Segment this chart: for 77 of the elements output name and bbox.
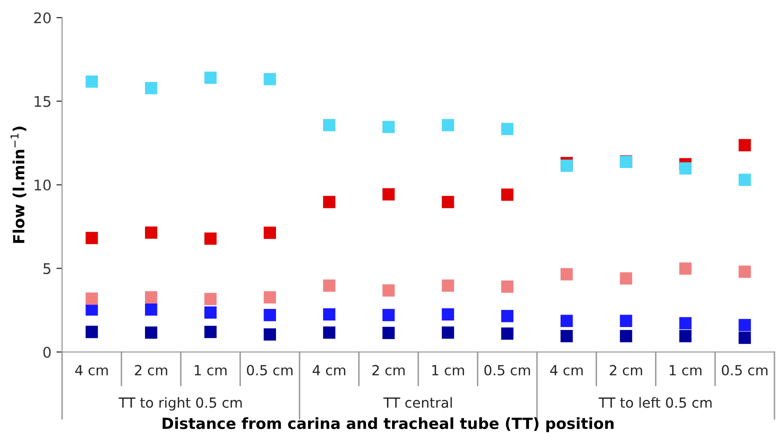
point [442, 326, 454, 339]
text: TT central [383, 397, 452, 408]
x-tick-label: 0.5 cm [484, 364, 530, 376]
point [679, 317, 692, 330]
point [382, 120, 395, 134]
point [560, 314, 573, 328]
point [501, 327, 514, 340]
point [264, 226, 276, 239]
point [382, 284, 395, 297]
point [204, 232, 217, 245]
point [382, 188, 395, 200]
point [264, 308, 276, 322]
point [204, 326, 217, 338]
point [738, 174, 751, 186]
y-tick-label: 0 [43, 346, 51, 358]
x-tick-label: 4 cm [550, 365, 583, 376]
point [144, 291, 158, 304]
point [144, 226, 158, 239]
point [738, 266, 751, 278]
point [323, 308, 336, 321]
point [204, 306, 217, 319]
point [620, 330, 632, 342]
point [738, 318, 751, 332]
x-tick-label: 4 cm [75, 365, 108, 376]
point [86, 232, 98, 244]
point [264, 291, 276, 304]
point [382, 308, 395, 322]
point [144, 326, 158, 339]
point [144, 82, 158, 94]
point [442, 118, 454, 132]
point [679, 262, 692, 275]
point [501, 122, 514, 136]
point [501, 280, 514, 293]
y-axis-title: Flow (l.min$^{−1}$) [10, 126, 26, 243]
point [560, 268, 573, 280]
point [560, 330, 573, 342]
point [738, 332, 751, 344]
x-tick-label: 2 cm [134, 364, 168, 376]
point [323, 326, 336, 339]
x-tick-label: 2 cm [610, 364, 642, 376]
point [264, 328, 276, 341]
point [560, 160, 573, 172]
x-tick-label: 1 cm [432, 365, 464, 376]
x-tick-label: 2 cm [372, 364, 405, 376]
point [144, 303, 158, 316]
point [501, 310, 514, 322]
point [86, 326, 98, 338]
point [501, 188, 514, 201]
point [86, 76, 98, 88]
x-tick-label: 4 cm [312, 365, 346, 376]
point [679, 330, 692, 342]
x-tick-label: 0.5 cm [722, 364, 768, 376]
y-tick-label: 20 [34, 12, 51, 24]
x-tick-label: 1 cm [670, 365, 702, 376]
point [264, 72, 276, 86]
point [620, 314, 632, 328]
point [323, 279, 336, 292]
text: TT to left 0.5 cm [598, 397, 712, 408]
point [620, 272, 632, 285]
y-tick-label: 5 [44, 263, 50, 274]
y-tick-label: 15 [34, 96, 50, 107]
point [679, 162, 692, 175]
y-tick-label: 10 [34, 180, 51, 191]
point [442, 196, 454, 208]
point [323, 196, 336, 208]
point [442, 279, 454, 292]
text: TT to right 0.5 cm [118, 397, 242, 411]
point [442, 308, 454, 321]
point [204, 72, 217, 84]
x-axis-title: Distance from carina and tracheal tube (TT) position [162, 417, 614, 432]
point [323, 118, 336, 132]
point [86, 292, 98, 305]
x-tick-label: 0.5 cm [246, 364, 293, 376]
point [382, 326, 395, 340]
point [204, 292, 217, 306]
x-tick-label: 1 cm [194, 365, 227, 376]
point [738, 139, 751, 152]
